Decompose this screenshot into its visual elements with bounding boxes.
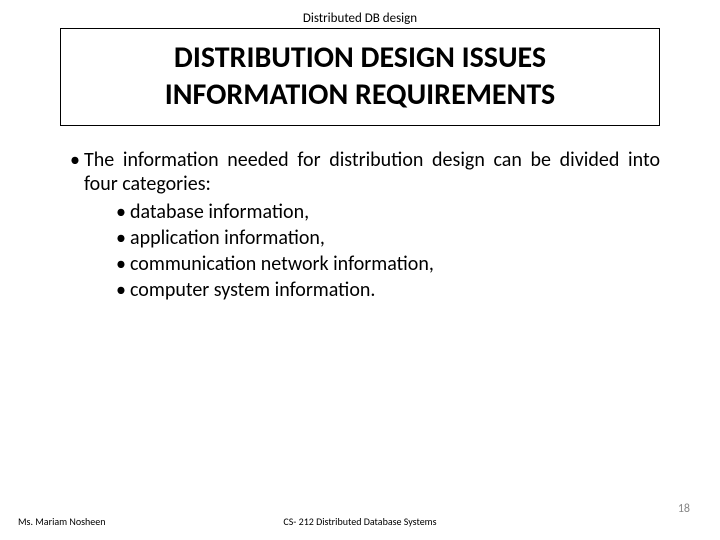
title-line-1: DISTRIBUTION DESIGN ISSUES bbox=[69, 39, 651, 76]
sub-item: •communication network information, bbox=[116, 252, 660, 276]
title-line-2: INFORMATION REQUIREMENTS bbox=[69, 76, 651, 113]
bullet-dot-icon: • bbox=[116, 252, 126, 276]
bullet-dot-icon: • bbox=[116, 200, 126, 224]
header-label: Distributed DB design bbox=[303, 11, 417, 26]
bullet-dot-icon: • bbox=[116, 278, 126, 302]
sub-item-text: application information, bbox=[130, 226, 325, 250]
sub-item: •application information, bbox=[116, 226, 660, 250]
sub-item-text: communication network information, bbox=[130, 252, 434, 276]
sub-item-text: computer system information. bbox=[130, 278, 375, 302]
page-number: 18 bbox=[678, 502, 690, 516]
title-box: DISTRIBUTION DESIGN ISSUES INFORMATION R… bbox=[60, 28, 660, 126]
footer-author: Ms. Mariam Nosheen bbox=[18, 515, 106, 528]
header-band: Distributed DB design bbox=[0, 0, 720, 27]
sub-item-text: database information, bbox=[130, 200, 309, 224]
sub-item: •computer system information. bbox=[116, 278, 660, 302]
lead-text: The information needed for distribution … bbox=[84, 148, 660, 196]
slide: Distributed DB design DISTRIBUTION DESIG… bbox=[0, 0, 720, 540]
bullet-lead: • The information needed for distributio… bbox=[70, 148, 660, 196]
bullet-dot-icon: • bbox=[70, 148, 80, 172]
footer-course: CS- 212 Distributed Database Systems bbox=[283, 515, 436, 528]
sub-list: •database information, •application info… bbox=[70, 200, 660, 302]
body-area: • The information needed for distributio… bbox=[70, 148, 660, 302]
sub-item: •database information, bbox=[116, 200, 660, 224]
bullet-dot-icon: • bbox=[116, 226, 126, 250]
